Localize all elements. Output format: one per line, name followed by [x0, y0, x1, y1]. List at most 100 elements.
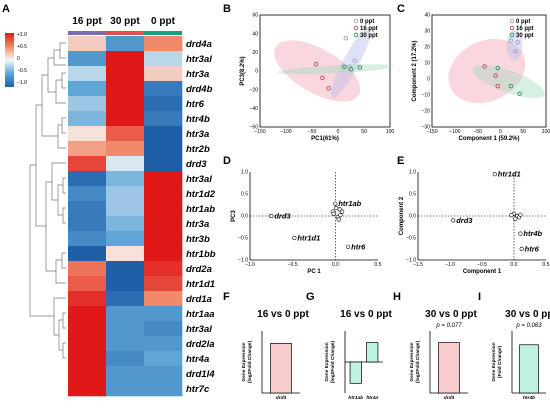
data-point [493, 73, 498, 78]
heatmap-col-header-30ppt: 30 ppt [110, 16, 140, 27]
heatmap-cell [106, 141, 145, 157]
plot-frame [259, 14, 391, 128]
bar [270, 343, 292, 394]
heatmap-gene-label: htr6 [186, 99, 205, 110]
heatmap-cell [68, 366, 107, 382]
heatmap-gene-label: htr1bb [186, 249, 216, 260]
heatmap-cell [106, 96, 145, 112]
x-tick-label: 100 [542, 129, 550, 135]
heatmap-cell [68, 111, 107, 127]
heatmap-gene-label: htr7c [186, 384, 210, 395]
loading-point [451, 218, 456, 223]
y-tick-label: 20 [424, 45, 430, 51]
x-tick-label: 0.0 [332, 262, 339, 268]
bar [438, 342, 460, 394]
heatmap-cell [144, 81, 183, 97]
heatmap-gene-label: htr3a [186, 69, 209, 80]
y-axis-label: Gene Expression [324, 342, 330, 381]
heatmap-cell [144, 171, 183, 187]
legend-marker [353, 32, 359, 38]
loading-point-label: htr4b [523, 229, 542, 238]
legend-label: 16 ppt [360, 26, 378, 32]
heatmap-gene-label: htr3al [186, 324, 212, 335]
dendrogram-branch [45, 181, 56, 272]
x-tick-label: 0 [337, 129, 340, 135]
x-axis-label: Component 1 [463, 269, 502, 275]
heatmap-cell [144, 246, 183, 262]
dendrogram-branch [57, 184, 63, 216]
heatmap-cell [106, 186, 145, 202]
dendrogram-branch [62, 312, 66, 329]
heatmap-cell [68, 321, 107, 337]
y-axis-label: PC3 [231, 210, 237, 222]
heatmap-gene-label: htr4a [186, 354, 209, 365]
loading-point [519, 246, 524, 252]
loading-point [334, 205, 339, 211]
heatmap-cell [144, 36, 183, 52]
x-tick-label: 50 [520, 129, 526, 135]
heatmap-gene-label: htr2b [186, 144, 210, 155]
heatmap-cell [106, 156, 145, 172]
bar-category-label: drd3 [276, 395, 287, 401]
x-tick-label: −1.0 [245, 262, 255, 268]
heatmap-cell [144, 366, 183, 382]
x-axis-label: PC 1 [307, 269, 321, 275]
legend-label: 0 ppt [360, 19, 374, 25]
heatmap-cell [106, 246, 145, 262]
loading-point [518, 231, 523, 236]
heatmap-gene-label: drd4a [186, 39, 212, 50]
dendrogram-branch [58, 319, 63, 351]
data-point [515, 39, 520, 45]
heatmap-cell [106, 306, 145, 322]
dendrogram-branch [41, 74, 58, 137]
heatmap-gene-label: drd3 [186, 159, 207, 170]
heatmap-group-strip [106, 31, 144, 35]
heatmap-cell [106, 171, 145, 187]
p-value-annotation: p = 0.077 [435, 323, 462, 329]
heatmap-cell [144, 96, 183, 112]
heatmap-cell [144, 321, 183, 337]
legend-marker [509, 25, 515, 31]
loading-point [513, 216, 518, 221]
confidence-ellipse [274, 40, 361, 102]
heatmap-cell [144, 276, 183, 292]
heatmap-cell [68, 36, 107, 52]
heatmap-cell [68, 381, 107, 397]
x-axis-label: PC1(61%) [311, 136, 339, 142]
legend-marker [509, 32, 515, 38]
heatmap-cell [106, 36, 145, 52]
y-axis-label: Component 2 (17.2%) [412, 40, 418, 101]
heatmap-cell [68, 51, 107, 67]
loading-point [331, 211, 336, 216]
y-tick-label: 0.0 [409, 214, 416, 220]
x-tick-label: −50 [473, 129, 482, 135]
legend-marker [353, 25, 359, 31]
bar [519, 344, 539, 394]
plot-frame [431, 14, 547, 128]
confidence-ellipse [506, 30, 523, 61]
data-point [482, 64, 487, 69]
legend-label: 30 ppt [516, 33, 534, 39]
bar [366, 342, 379, 363]
loading-point [340, 209, 345, 214]
legend-label: 0 ppt [516, 19, 530, 25]
x-tick-label: −100 [449, 129, 460, 135]
y-tick-label: −40 [250, 106, 259, 112]
loading-point [333, 201, 338, 206]
data-point [341, 64, 347, 69]
heatmap-cell [144, 216, 183, 232]
heatmap-cell [144, 351, 183, 367]
confidence-ellipse [448, 38, 526, 104]
x-tick-label: 0.5 [543, 262, 550, 268]
heatmap-gene-label: drd4b [186, 84, 213, 95]
data-point [495, 65, 501, 71]
confidence-ellipse [330, 26, 372, 98]
heatmap-cell [144, 261, 183, 277]
panel-letter-b: B [223, 3, 231, 15]
dendrogram-branch [53, 297, 66, 336]
heatmap-cell [144, 201, 183, 217]
dendrogram-branch [61, 72, 66, 89]
heatmap-cell [68, 276, 107, 292]
bar-chart-title: 30 vs 0 ppt [425, 309, 477, 320]
heatmap-cell [68, 231, 107, 247]
